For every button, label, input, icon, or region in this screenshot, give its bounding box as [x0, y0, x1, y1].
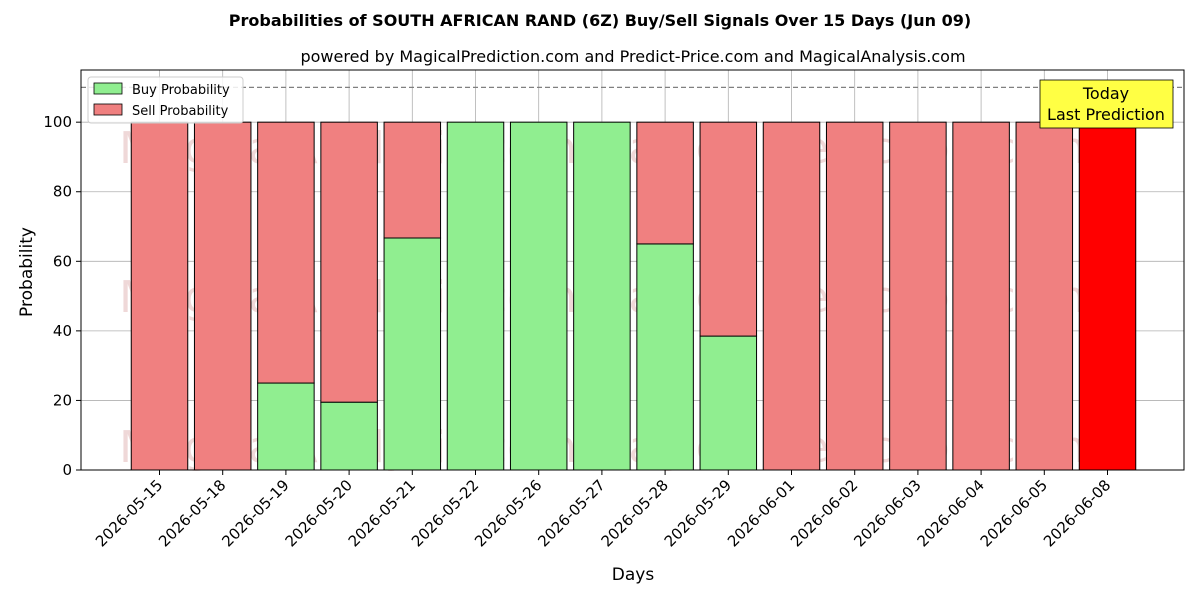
- bar-buy: [509, 121, 568, 471]
- bar-buy: [383, 237, 442, 471]
- x-axis-label: Days: [612, 565, 655, 585]
- today-label: Today: [1082, 84, 1129, 103]
- bar-buy: [636, 243, 694, 471]
- y-tick-label: 0: [62, 461, 72, 479]
- bar-sell: [1015, 121, 1074, 471]
- x-tick-label: 2026-06-02: [787, 476, 861, 550]
- x-tick-label: 2026-06-01: [724, 476, 798, 550]
- bars: [130, 121, 1137, 471]
- y-tick-label: 20: [53, 391, 72, 409]
- bar-sell: [383, 121, 442, 239]
- legend-buy-swatch: [93, 82, 123, 95]
- bar-sell: [699, 121, 758, 337]
- bar-sell: [889, 121, 947, 471]
- bar-sell: [762, 121, 821, 471]
- last-prediction-label: Last Prediction: [1047, 105, 1165, 124]
- x-tick-label: 2026-06-03: [850, 476, 924, 550]
- plot-frame: [80, 69, 1185, 471]
- x-tick-label: 2026-05-27: [534, 476, 608, 550]
- legend-buy-label: Buy Probability: [132, 83, 230, 98]
- x-tick-label: 2026-05-26: [471, 476, 545, 550]
- bar-sell: [636, 121, 694, 245]
- x-tick-label: 2026-06-05: [977, 476, 1051, 550]
- x-axis: 2026-05-152026-05-182026-05-192026-05-20…: [92, 470, 1114, 550]
- bar-buy: [573, 121, 631, 471]
- x-tick-label: 2026-05-18: [155, 476, 229, 550]
- bar-buy: [446, 121, 505, 471]
- legend-box: [87, 76, 244, 124]
- x-tick-label: 2026-05-22: [408, 476, 482, 550]
- bar-sell: [825, 121, 884, 471]
- y-tick-label: 40: [53, 322, 72, 340]
- bar-sell: [130, 121, 189, 471]
- x-tick-label: 2026-05-15: [92, 476, 166, 550]
- x-tick-label: 2026-05-19: [218, 476, 292, 550]
- x-tick-label: 2026-06-04: [914, 476, 988, 550]
- legend: Buy Probability Sell Probability: [87, 76, 244, 124]
- today-annotation: Today Last Prediction: [1039, 79, 1174, 129]
- bar-sell: [257, 121, 315, 384]
- chart-title: Probabilities of SOUTH AFRICAN RAND (6Z)…: [229, 11, 971, 30]
- today-box: [1039, 79, 1174, 129]
- legend-sell-label: Sell Probability: [132, 104, 229, 119]
- y-tick-label: 100: [43, 113, 72, 131]
- y-axis: 0 20 40 60 80 100: [43, 113, 81, 479]
- bar-sell: [1078, 121, 1137, 471]
- chart-subtitle: powered by MagicalPrediction.com and Pre…: [300, 47, 965, 66]
- x-tick-label: 2026-05-21: [345, 476, 419, 550]
- bar-sell: [193, 121, 252, 471]
- x-tick-label: 2026-05-20: [282, 476, 356, 550]
- bar-buy: [699, 335, 758, 471]
- x-tick-label: 2026-05-28: [598, 476, 672, 550]
- y-axis-label: Probability: [17, 227, 37, 317]
- y-tick-label: 80: [53, 183, 72, 201]
- y-tick-label: 60: [53, 252, 72, 270]
- bar-sell: [952, 121, 1010, 471]
- x-tick-label: 2026-06-08: [1040, 476, 1114, 550]
- bar-buy: [320, 401, 378, 471]
- x-tick-label: 2026-05-29: [661, 476, 735, 550]
- legend-sell-swatch: [93, 103, 123, 116]
- bar-sell: [320, 121, 378, 403]
- bar-buy: [257, 382, 315, 471]
